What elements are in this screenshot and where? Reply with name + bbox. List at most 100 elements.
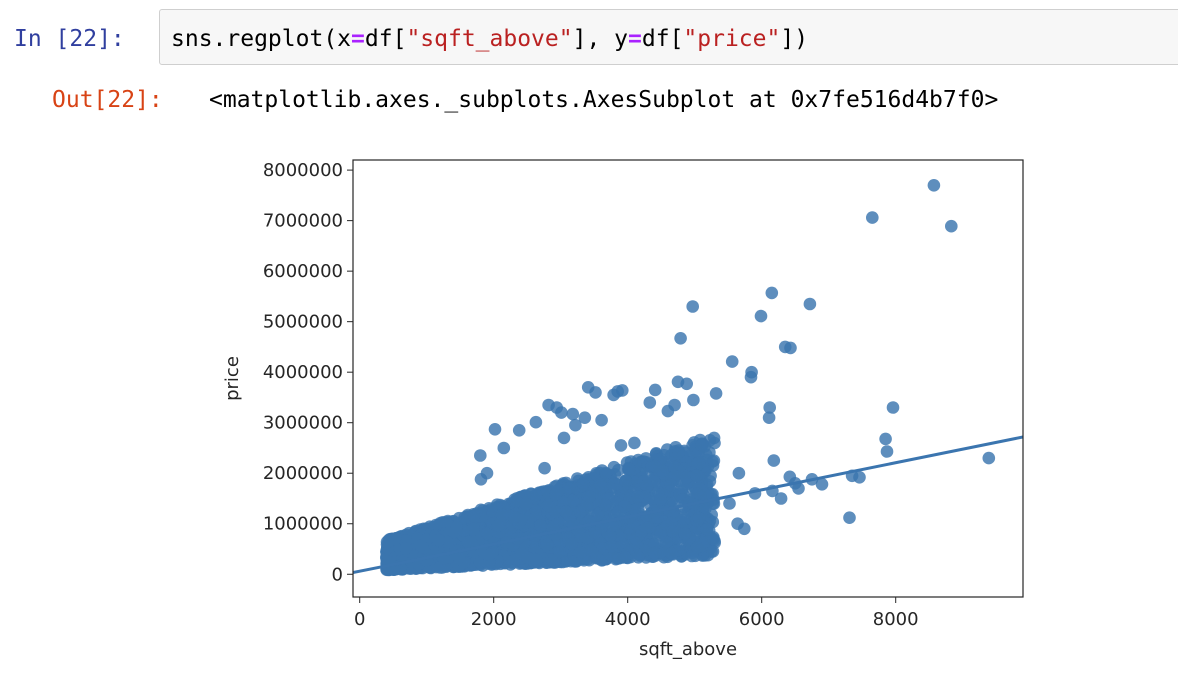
scatter-point: [628, 503, 642, 517]
scatter-point: [784, 341, 797, 355]
scatter-point: [707, 431, 721, 445]
scatter-point: [450, 520, 463, 534]
scatter-point: [686, 300, 699, 313]
scatter-point: [643, 396, 657, 409]
scatter-point: [429, 518, 443, 532]
y-tick-label: 2000000: [263, 463, 343, 484]
scatter-point: [467, 510, 481, 523]
scatter-point: [665, 547, 678, 561]
y-tick-label: 4000000: [263, 362, 343, 383]
scatter-point: [566, 407, 580, 421]
output-text: <matplotlib.axes._subplots.AxesSubplot a…: [209, 87, 999, 113]
code-end: ]): [780, 26, 809, 52]
scatter-point: [519, 497, 533, 511]
scatter-point: [598, 498, 612, 512]
x-tick-label: 2000: [471, 609, 517, 630]
scatter-point: [690, 541, 704, 554]
scatter-point: [568, 555, 582, 568]
x-ticks: 0 2000 4000 6000 8000: [354, 597, 919, 630]
y-tick-label: 0: [332, 564, 343, 585]
y-tick-label: 8000000: [263, 160, 343, 181]
scatter-point: [515, 547, 529, 561]
code-y-obj: df[: [641, 26, 684, 52]
scatter-point: [565, 537, 578, 551]
scatter-point: [561, 482, 575, 495]
scatter-point: [530, 553, 543, 567]
scatter-point: [699, 488, 713, 502]
scatter-point: [647, 546, 661, 560]
y-tick-label: 7000000: [263, 211, 343, 232]
scatter-point: [538, 461, 551, 475]
scatter-point: [452, 551, 466, 564]
scatter-point: [583, 490, 596, 503]
scatter-point: [866, 211, 879, 224]
x-tick-label: 8000: [873, 609, 919, 630]
scatter-point: [744, 370, 758, 384]
scatter-point: [529, 415, 543, 429]
y-tick-label: 3000000: [263, 413, 343, 434]
scatter-point: [754, 309, 768, 323]
scatter-point: [706, 545, 720, 558]
scatter-point: [628, 436, 641, 450]
scatter-point: [803, 297, 817, 311]
scatter-point: [540, 538, 554, 552]
scatter-point: [574, 546, 587, 559]
scatter-point: [614, 439, 628, 452]
code-eq-op-2: =: [628, 26, 642, 52]
scatter-point: [695, 439, 708, 452]
scatter-point: [577, 477, 590, 491]
scatter-point: [763, 401, 776, 414]
scatter-point: [569, 418, 582, 432]
code-line: sns.regplot(x=df["sqft_above"], y=df["pr…: [171, 26, 808, 52]
scatter-point: [512, 424, 526, 437]
scatter-point: [632, 551, 645, 564]
scatter-point: [467, 522, 480, 536]
scatter-point: [725, 355, 739, 368]
scatter-point: [648, 383, 662, 397]
scatter-point: [700, 523, 714, 536]
scatter-point: [703, 475, 717, 488]
scatter-point: [927, 179, 941, 192]
scatter-point: [738, 522, 751, 536]
scatter-point: [550, 401, 563, 414]
scatter-point: [709, 387, 723, 400]
scatter-point: [678, 513, 691, 526]
scatter-point: [492, 519, 505, 533]
scatter-point: [687, 393, 700, 407]
scatter-point: [483, 548, 497, 561]
code-cell-editor[interactable]: sns.regplot(x=df["sqft_above"], y=df["pr…: [159, 9, 1178, 65]
scatter-point: [648, 460, 662, 473]
scatter-point: [690, 469, 703, 482]
y-axis-label: price: [222, 356, 243, 401]
scatter-point: [488, 423, 502, 436]
input-prompt: In [22]:: [14, 26, 125, 52]
scatter-point: [767, 454, 781, 467]
scatter-point: [880, 445, 894, 458]
scatter-point: [672, 446, 685, 460]
scatter-point: [534, 519, 547, 532]
scatter-point: [578, 411, 592, 425]
scatter-point: [699, 502, 712, 515]
y-ticks: 0 1000000 2000000 3000000 4000000 5000000 6000…: [263, 160, 353, 585]
code-eq-op: =: [351, 26, 365, 52]
y-tick-label: 1000000: [263, 514, 343, 535]
scatter-point: [509, 494, 523, 508]
code-x-key: x: [337, 26, 352, 52]
scatter-point: [553, 545, 566, 558]
scatter-point: [635, 525, 648, 538]
scatter-point: [604, 529, 617, 543]
scatter-point: [982, 451, 996, 465]
scatter-point: [480, 466, 494, 480]
scatter-point: [619, 474, 632, 488]
code-fn: sns.regplot(: [171, 26, 338, 52]
scatter-point: [599, 466, 612, 480]
scatter-point: [439, 516, 453, 529]
regression-line-layer: [353, 435, 1023, 575]
x-tick-label: 0: [354, 609, 365, 630]
axes-frame: [352, 159, 1024, 598]
scatter-point: [659, 535, 673, 549]
scatter-point: [664, 478, 678, 492]
scatter-point: [654, 493, 667, 506]
scatter-point: [762, 411, 776, 425]
scatter-point: [480, 527, 494, 541]
